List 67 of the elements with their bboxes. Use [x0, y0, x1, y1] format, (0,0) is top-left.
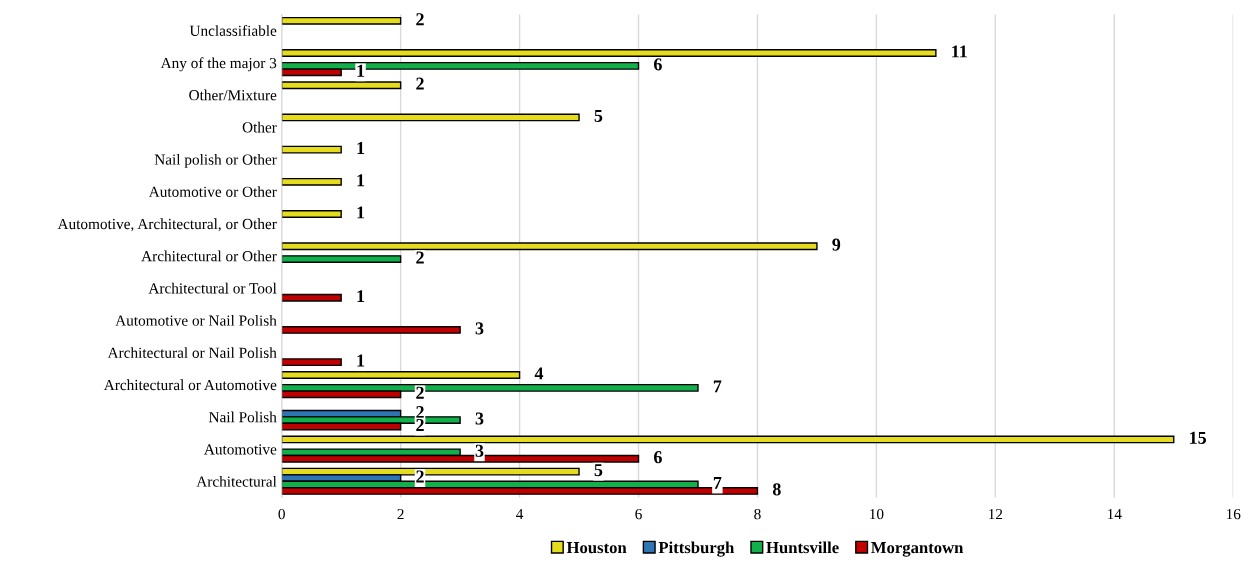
data-label: 1: [357, 142, 365, 154]
y-tick-label: Automotive or Other: [148, 186, 277, 197]
y-tick-label: Nail Polish: [208, 411, 277, 423]
bar: [281, 255, 402, 264]
y-tick-label: Other/Mixture: [189, 89, 277, 101]
data-label: 3: [475, 412, 484, 425]
y-tick-label: Any of the major 3: [160, 57, 277, 72]
data-label: 6: [654, 451, 662, 464]
data-label: 2: [416, 13, 424, 26]
y-tick-label: Automotive, Architectural, or Other: [57, 218, 277, 232]
data-label: 2: [416, 386, 424, 399]
x-tick-label: 16: [1226, 508, 1241, 520]
legend-label: Pittsburgh: [658, 541, 735, 557]
y-tick-label: Architectural or Tool: [148, 282, 277, 294]
bar: [281, 145, 342, 154]
y-tick-label: Architectural or Automotive: [103, 379, 277, 391]
data-label: 2: [416, 77, 424, 90]
data-label: 2: [416, 406, 424, 418]
data-label: 1: [357, 174, 365, 187]
legend-label: Morgantown: [871, 542, 964, 557]
bar: [281, 177, 342, 186]
data-label: 11: [952, 45, 967, 58]
bar: [281, 242, 818, 251]
bar: [281, 293, 342, 302]
data-label: 4: [534, 367, 544, 380]
data-label: 3: [475, 444, 484, 457]
data-label: 3: [475, 322, 484, 335]
y-tick-label: Architectural or Nail Polish: [107, 347, 277, 358]
data-label: 9: [832, 238, 841, 251]
bar: [281, 358, 342, 367]
data-label: 2: [416, 418, 424, 431]
data-label: 2: [416, 470, 424, 483]
data-label: 15: [1190, 431, 1207, 444]
x-tick-label: 2: [397, 508, 404, 520]
x-tick-label: 6: [635, 508, 642, 520]
x-tick-label: 12: [989, 508, 1003, 520]
data-label: 5: [594, 109, 603, 122]
x-tick-label: 10: [870, 508, 884, 520]
bar: [281, 16, 402, 25]
data-label: 1: [357, 290, 365, 303]
x-tick-label: 8: [754, 508, 761, 520]
bar: [281, 81, 402, 90]
data-label: 7: [713, 380, 722, 393]
y-tick-label: Architectural or Other: [141, 250, 277, 262]
data-label: 2: [416, 251, 424, 264]
data-label: 1: [357, 64, 365, 77]
data-label: 5: [594, 464, 603, 477]
data-label: 1: [357, 354, 365, 367]
data-label: 1: [357, 206, 365, 219]
bar: [281, 326, 461, 334]
y-tick-label: Architectural: [196, 475, 277, 487]
y-tick-label: Automotive: [204, 444, 277, 455]
y-tick-label: Automotive or Nail Polish: [115, 314, 277, 326]
x-tick-label: 4: [516, 509, 524, 520]
data-label: 8: [772, 483, 781, 496]
legend-label: Huntsville: [766, 541, 839, 554]
bar: [281, 371, 521, 379]
bar: [281, 210, 342, 218]
y-tick-label: Other: [242, 121, 277, 133]
data-label: 6: [654, 58, 662, 71]
x-tick-label: 14: [1107, 509, 1122, 520]
y-tick-label: Unclassifiable: [189, 25, 277, 36]
bar: [281, 49, 937, 57]
y-tick-label: Nail polish or Other: [154, 153, 277, 168]
legend-label: Houston: [566, 542, 627, 554]
x-tick-label: 0: [278, 508, 285, 520]
data-label: 7: [713, 477, 722, 489]
